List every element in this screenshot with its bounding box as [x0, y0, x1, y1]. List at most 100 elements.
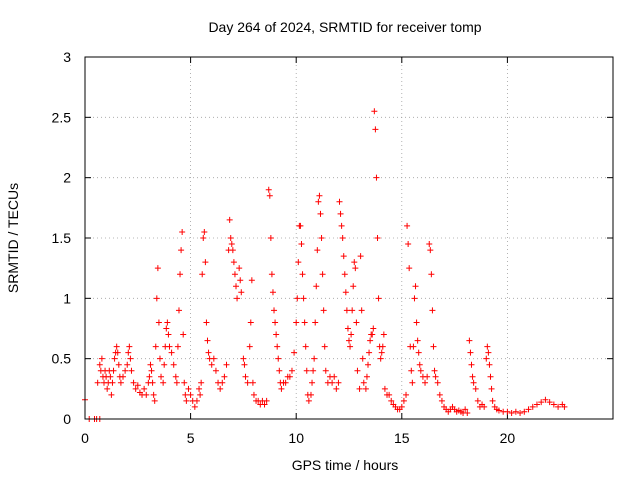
data-point — [208, 361, 215, 368]
data-point — [275, 355, 282, 362]
data-point — [182, 391, 189, 398]
data-point — [427, 247, 434, 254]
data-point — [219, 379, 226, 386]
data-point — [250, 391, 257, 398]
data-point — [360, 379, 367, 386]
data-point — [408, 367, 415, 374]
data-point — [369, 331, 376, 338]
data-point — [341, 271, 348, 278]
data-point — [172, 373, 179, 380]
data-point — [126, 343, 133, 350]
data-point — [388, 397, 395, 404]
data-point — [351, 259, 358, 266]
y-tick-label: 2 — [63, 170, 71, 186]
x-tick-label: 0 — [81, 430, 89, 446]
data-point — [431, 367, 438, 374]
y-tick-label: 2.5 — [52, 109, 72, 125]
y-tick-label: 1.5 — [52, 230, 72, 246]
data-point — [426, 241, 433, 248]
data-point — [436, 391, 443, 398]
data-point — [202, 259, 209, 266]
data-point — [472, 385, 479, 392]
data-point — [293, 319, 300, 326]
data-point — [344, 325, 351, 332]
data-point — [226, 216, 233, 223]
data-point — [234, 295, 241, 302]
data-point — [168, 349, 175, 356]
data-point — [469, 373, 476, 380]
data-point — [205, 349, 212, 356]
data-point — [204, 337, 211, 344]
data-point — [174, 343, 181, 350]
data-point — [485, 349, 492, 356]
data-point — [347, 343, 354, 350]
data-point — [400, 397, 407, 404]
data-point — [424, 373, 431, 380]
data-point — [333, 385, 340, 392]
data-point — [367, 337, 374, 344]
data-point — [111, 355, 118, 362]
data-point — [237, 277, 244, 284]
data-point — [438, 397, 445, 404]
chart-title: Day 264 of 2024, SRMTID for receiver tom… — [208, 19, 481, 35]
data-point — [434, 379, 441, 386]
data-point — [301, 319, 308, 326]
data-point — [130, 379, 137, 386]
data-point — [165, 331, 172, 338]
data-point — [354, 367, 361, 374]
data-point — [155, 319, 162, 326]
data-point — [365, 361, 372, 368]
data-point — [149, 379, 156, 386]
data-point — [336, 198, 343, 205]
data-point — [343, 307, 350, 314]
data-point — [278, 385, 285, 392]
data-point — [329, 379, 336, 386]
x-tick-label: 5 — [187, 430, 195, 446]
data-point — [386, 391, 393, 398]
data-point — [302, 343, 309, 350]
data-point — [132, 385, 139, 392]
y-axis-label: SRMTID / TECUs — [5, 183, 21, 293]
data-point — [185, 385, 192, 392]
data-point — [199, 271, 206, 278]
data-point — [315, 198, 322, 205]
data-point — [346, 337, 352, 344]
data-point — [177, 271, 184, 278]
data-point — [432, 373, 439, 380]
data-point — [512, 408, 519, 415]
data-point — [248, 277, 255, 284]
data-point — [309, 379, 316, 386]
data-point — [316, 192, 323, 199]
data-point — [261, 401, 268, 408]
data-point — [372, 126, 379, 133]
data-point — [115, 361, 122, 368]
data-point — [377, 355, 384, 362]
data-point — [350, 283, 357, 290]
data-points — [82, 108, 568, 422]
data-point — [409, 379, 416, 386]
data-point — [468, 361, 475, 368]
y-tick-label: 0 — [63, 411, 71, 427]
data-point — [430, 343, 437, 350]
data-point — [150, 391, 157, 398]
data-point — [276, 367, 283, 374]
data-point — [362, 385, 369, 392]
data-point — [269, 289, 276, 296]
data-point — [525, 406, 532, 413]
data-point — [128, 367, 135, 374]
data-point — [183, 397, 190, 404]
data-point — [249, 379, 256, 386]
data-point — [348, 331, 355, 338]
data-point — [246, 343, 253, 350]
data-point — [151, 397, 158, 404]
data-point — [312, 319, 319, 326]
data-point — [299, 271, 306, 278]
plot-frame — [84, 56, 614, 420]
data-point — [271, 307, 278, 314]
data-point — [187, 391, 194, 398]
data-point — [428, 271, 435, 278]
data-point — [417, 367, 424, 374]
data-point — [370, 325, 377, 332]
data-point — [371, 108, 378, 115]
